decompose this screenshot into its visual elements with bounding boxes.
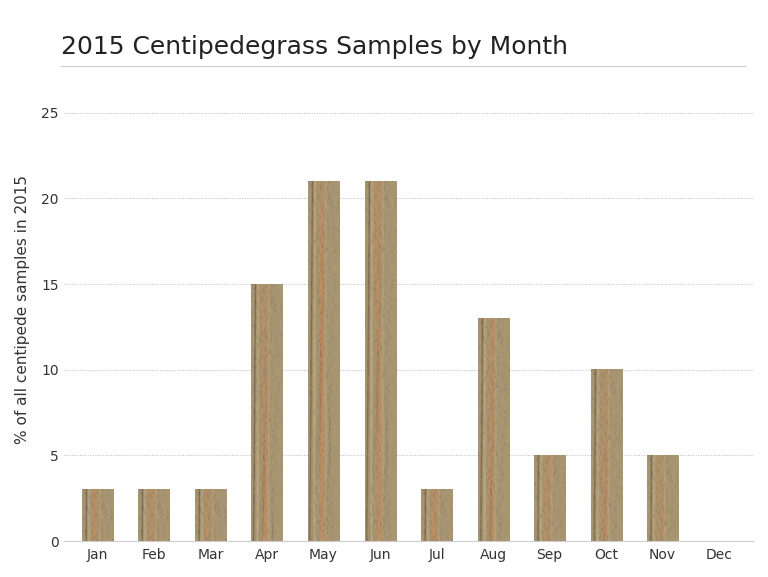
Text: 2015 Centipedegrass Samples by Month: 2015 Centipedegrass Samples by Month (61, 35, 568, 59)
Bar (138, 490, 170, 541)
Bar (251, 284, 283, 541)
Bar (308, 181, 339, 541)
Bar (647, 455, 678, 541)
Bar (365, 181, 396, 541)
Bar (82, 490, 113, 541)
Bar (534, 455, 565, 541)
Bar (591, 370, 621, 541)
Bar (478, 319, 508, 541)
Bar (421, 490, 452, 541)
Y-axis label: % of all centipede samples in 2015: % of all centipede samples in 2015 (15, 175, 30, 444)
Bar (195, 490, 226, 541)
